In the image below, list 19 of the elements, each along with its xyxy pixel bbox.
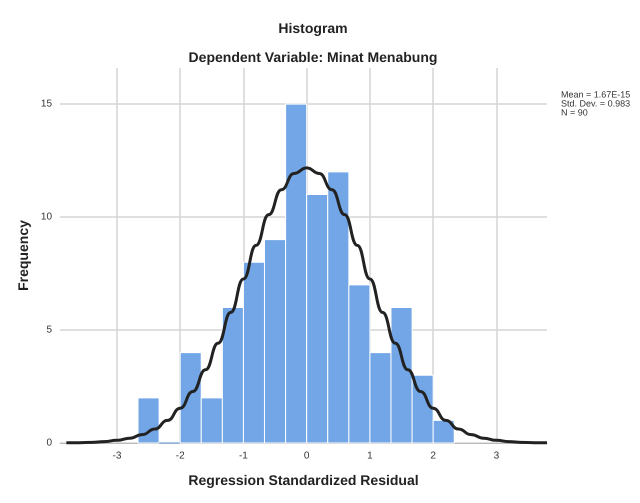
x-tick-label: 2 [430,450,436,462]
y-tick-label: 5 [46,324,52,336]
line-series [64,166,548,444]
x-tick-label: 3 [494,450,500,462]
y-tick-label: 0 [46,438,52,448]
chart-title: Histogram [278,20,348,36]
x-tick-label: -2 [176,450,186,462]
x-tick-label: -3 [112,450,122,462]
y-tick-label: 10 [40,212,52,223]
x-axis-title: Regression Standardized Residual [188,472,419,488]
y-axis-title: Frequency [15,220,31,291]
x-tick-label: 0 [304,450,310,462]
x-tick-label: 1 [367,450,374,462]
chart-subtitle: Dependent Variable: Minat Menabung [188,49,438,65]
text: Std. Dev. = 0.983 [561,98,630,108]
text: N = 90 [561,108,588,118]
y-tick-label: 15 [40,98,52,110]
x-tick-label: -1 [238,450,248,462]
text: Mean = 1.67E-15 [561,90,630,100]
